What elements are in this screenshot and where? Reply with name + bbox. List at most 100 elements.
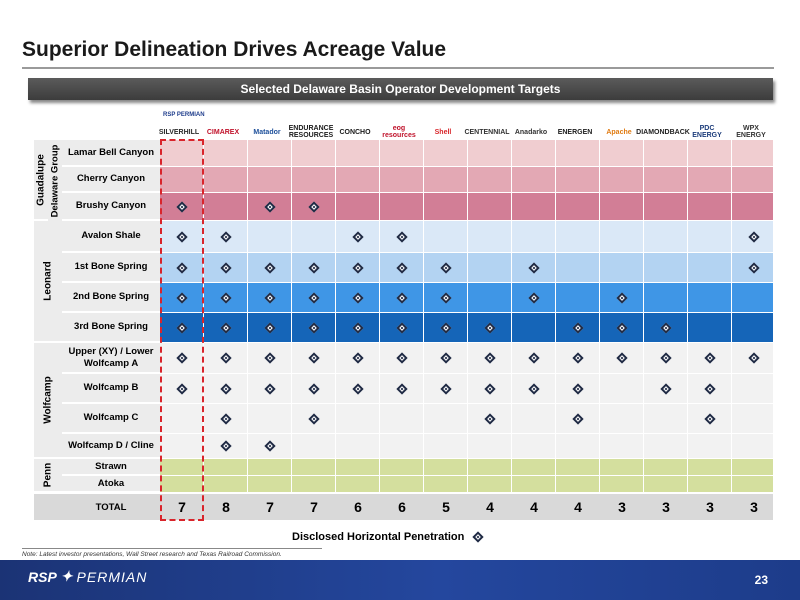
grid-cell <box>380 313 424 342</box>
row-label: Lamar Bell Canyon <box>62 140 160 167</box>
grid-cell <box>424 221 468 252</box>
grid-cell <box>556 193 600 220</box>
grid-cell <box>688 253 732 282</box>
grid-cell <box>600 283 644 312</box>
grid-cell <box>292 374 336 403</box>
grid-cell <box>688 404 732 433</box>
penetration-diamond-icon <box>307 321 320 334</box>
row-label: Cherry Canyon <box>62 167 160 193</box>
grid-cell <box>248 404 292 433</box>
table-row <box>160 193 776 221</box>
grid-cell <box>600 167 644 192</box>
grid-cell <box>292 404 336 433</box>
grid-cell <box>160 253 204 282</box>
group-label-text: Penn <box>42 462 54 488</box>
grid-cell <box>336 193 380 220</box>
penetration-diamond-icon <box>615 321 628 334</box>
grid-cell <box>468 404 512 433</box>
section-banner: Selected Delaware Basin Operator Develop… <box>28 78 773 100</box>
row-label-text: Cherry Canyon <box>76 173 146 185</box>
grid-cell <box>336 221 380 252</box>
grid-cell <box>160 476 204 492</box>
grid-cell <box>688 434 732 458</box>
operator-logo-8: Anadarko <box>514 128 548 136</box>
grid-cell <box>600 434 644 458</box>
total-value: 3 <box>662 499 670 515</box>
penetration-diamond-icon <box>219 382 232 395</box>
grid-cell <box>424 253 468 282</box>
penetration-diamond-icon <box>395 291 408 304</box>
operator-logo-13: WPX ENERGY <box>736 125 766 139</box>
penetration-diamond-icon <box>263 291 276 304</box>
penetration-diamond-icon <box>175 321 188 334</box>
grid-cell <box>600 253 644 282</box>
grid-cell <box>424 167 468 192</box>
grid-cell <box>644 167 688 192</box>
grid-cell <box>732 343 776 373</box>
grid-cell <box>688 313 732 342</box>
penetration-diamond-icon <box>483 412 496 425</box>
row-label-text: 3rd Bone Spring <box>74 321 148 333</box>
grid-cell <box>336 167 380 192</box>
grid-cell <box>160 167 204 192</box>
penetration-diamond-icon <box>472 531 485 543</box>
grid-cell <box>732 253 776 282</box>
penetration-diamond-icon <box>395 230 408 243</box>
grid-cell <box>204 283 248 312</box>
row-label-text: Lamar Bell Canyon <box>67 146 155 158</box>
grid-cell <box>512 253 556 282</box>
total-value: 5 <box>442 499 450 515</box>
row-label: Avalon Shale <box>62 221 160 253</box>
footer-bar: RSP ✦ PERMIAN 23 <box>0 560 800 600</box>
grid-cell <box>644 343 688 373</box>
grid-cell <box>160 343 204 373</box>
penetration-diamond-icon <box>703 352 716 364</box>
grid-cell <box>248 193 292 220</box>
grid-cell <box>424 283 468 312</box>
grid-cell <box>292 253 336 282</box>
table-row <box>160 313 776 343</box>
grid-cell <box>424 434 468 458</box>
grid-cell <box>292 459 336 475</box>
grid-cell <box>292 313 336 342</box>
grid-cell <box>600 221 644 252</box>
penetration-diamond-icon <box>307 412 320 425</box>
penetration-diamond-icon <box>615 291 628 304</box>
grid-cell <box>336 253 380 282</box>
penetration-diamond-icon <box>175 352 188 364</box>
penetration-diamond-icon <box>263 200 276 213</box>
subgroup-label-text: Delaware Group <box>49 144 61 217</box>
rsp-permian-logo: RSP ✦ PERMIAN <box>28 568 147 585</box>
grid-cell <box>248 476 292 492</box>
grid-cell <box>336 343 380 373</box>
penetration-diamond-icon <box>439 321 452 334</box>
grid-cell <box>424 313 468 342</box>
penetration-diamond-icon <box>439 382 452 395</box>
grid-cell <box>292 167 336 192</box>
penetration-diamond-icon <box>747 352 760 364</box>
group-label-0: Guadalupe <box>34 140 48 221</box>
total-value: 7 <box>266 499 274 515</box>
grid-cell <box>732 459 776 475</box>
grid-cell <box>556 476 600 492</box>
grid-cell <box>380 404 424 433</box>
page-title: Superior Delineation Drives Acreage Valu… <box>22 38 447 61</box>
total-value: 8 <box>222 499 230 515</box>
grid-cell <box>424 476 468 492</box>
penetration-diamond-icon <box>351 321 364 334</box>
penetration-diamond-icon <box>219 291 232 304</box>
penetration-diamond-icon <box>571 382 584 395</box>
total-value: 3 <box>750 499 758 515</box>
penetration-diamond-icon <box>659 382 672 395</box>
grid-cell <box>336 476 380 492</box>
penetration-diamond-icon <box>219 321 232 334</box>
penetration-diamond-icon <box>219 412 232 425</box>
row-label: Upper (XY) / Lower Wolfcamp A <box>62 343 160 374</box>
grid-cell <box>380 140 424 166</box>
grid-cell <box>336 434 380 458</box>
grid-cell <box>204 459 248 475</box>
grid-cell <box>600 459 644 475</box>
grid-cell <box>600 374 644 403</box>
grid-cell <box>160 459 204 475</box>
grid-cell <box>468 374 512 403</box>
